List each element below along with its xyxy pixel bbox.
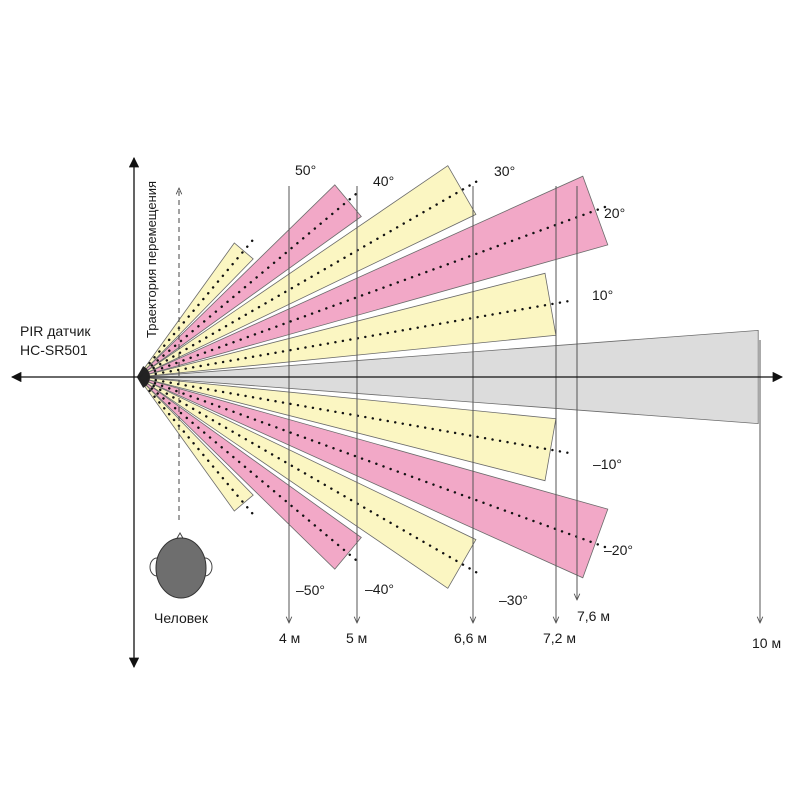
distance-drop-lines-layer xyxy=(289,186,760,623)
distance-label: 4 м xyxy=(279,630,300,646)
zone-center-dotted-line xyxy=(152,180,478,370)
detection-zone-minus-50 xyxy=(137,376,254,512)
detection-zone-minus-20 xyxy=(137,376,609,579)
zone-center-dotted-line xyxy=(152,384,478,574)
detection-zone-50 xyxy=(137,242,254,378)
zone-center-dotted-line xyxy=(154,378,569,454)
sensor-fan-icon xyxy=(137,366,150,388)
person-label: Человек xyxy=(154,610,209,626)
zone-center-dotted-line xyxy=(150,387,363,566)
trajectory-label: Траектория перемещения xyxy=(144,181,159,338)
detection-zone-30 xyxy=(137,165,477,378)
detection-zone-minus-30 xyxy=(137,376,477,589)
detection-zone-minus-40 xyxy=(137,376,362,570)
sensor-label-line1: PIR датчик xyxy=(20,323,91,339)
detection-zone-40 xyxy=(137,184,362,378)
sensor-label-line2: HC-SR501 xyxy=(20,342,88,358)
angle-label: 20° xyxy=(604,205,625,221)
detection-zone-10 xyxy=(137,272,557,378)
sensor-fan-ray xyxy=(137,366,145,378)
distance-label: 5 м xyxy=(346,630,367,646)
distance-labels-layer: 4 м 5 м 6,6 м 7,2 м7,6 м 10 м xyxy=(279,608,781,651)
angle-label: –50° xyxy=(296,582,325,598)
zone-center-dotted-line xyxy=(153,382,613,551)
angle-label: –30° xyxy=(499,592,528,608)
distance-label: 10 м xyxy=(752,635,781,651)
zone-center-dotted-line xyxy=(148,389,256,517)
zone-center-dots-layer xyxy=(148,180,613,574)
zone-center-dotted-line xyxy=(150,188,363,367)
distance-label: 6,6 м xyxy=(454,630,487,646)
angle-label: –20° xyxy=(604,542,633,558)
zone-center-dotted-line xyxy=(153,203,613,372)
zone-center-dotted-line xyxy=(148,237,256,365)
zone-center-dotted-line xyxy=(154,300,569,376)
detection-zone-20 xyxy=(137,175,609,378)
angle-label: 50° xyxy=(295,162,316,178)
angle-label: –10° xyxy=(593,456,622,472)
distance-label: 7,2 м xyxy=(543,630,576,646)
angle-label: –40° xyxy=(365,581,394,597)
angle-labels-layer: 50° 40° 30° 20° 10° –10° –20° –30° –40° –50° xyxy=(295,162,633,608)
detection-zone-minus-10 xyxy=(137,376,557,482)
distance-label: 7,6 м xyxy=(577,608,610,624)
angle-label: 40° xyxy=(373,173,394,189)
person-head-icon xyxy=(149,531,213,599)
angle-label: 30° xyxy=(494,163,515,179)
angle-label: 10° xyxy=(592,287,613,303)
